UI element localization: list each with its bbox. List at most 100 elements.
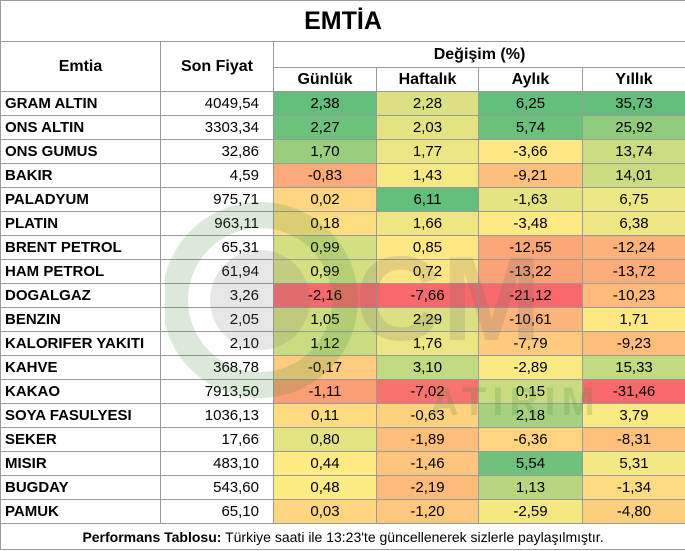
- last-price: 7913,50: [160, 379, 274, 404]
- change-gunluk: 2,27: [273, 115, 377, 140]
- change-yillik: -1,34: [581, 475, 685, 500]
- header-son-fiyat: Son Fiyat: [160, 41, 274, 92]
- change-gunluk: 0,18: [273, 211, 377, 236]
- change-yillik: -31,46: [581, 379, 685, 404]
- last-price: 17,66: [160, 427, 274, 452]
- change-gunluk: 0,03: [273, 499, 377, 524]
- table-row: BAKIR 4,59 -0,83 1,43 -9,21 14,01: [0, 163, 685, 188]
- commodity-name: DOGALGAZ: [0, 283, 161, 308]
- change-aylik: -7,79: [478, 331, 583, 356]
- change-gunluk: 0,11: [273, 403, 377, 428]
- change-aylik: -6,36: [478, 427, 583, 452]
- commodity-name: PLATIN: [0, 211, 161, 236]
- commodity-name: SEKER: [0, 427, 161, 452]
- change-aylik: -3,66: [478, 139, 583, 164]
- table-row: ONS ALTIN 3303,34 2,27 2,03 5,74 25,92: [0, 115, 685, 140]
- change-yillik: 14,01: [581, 163, 685, 188]
- change-yillik: 15,33: [581, 355, 685, 380]
- commodity-name: PALADYUM: [0, 187, 161, 212]
- last-price: 2,05: [160, 307, 274, 332]
- change-yillik: 35,73: [581, 91, 685, 116]
- last-price: 963,11: [160, 211, 274, 236]
- table-row: PLATIN 963,11 0,18 1,66 -3,48 6,38: [0, 211, 685, 236]
- commodity-name: BENZIN: [0, 307, 161, 332]
- header-gunluk: Günlük: [273, 67, 377, 92]
- last-price: 483,10: [160, 451, 274, 476]
- change-gunluk: -0,83: [273, 163, 377, 188]
- change-aylik: 6,25: [478, 91, 583, 116]
- header-aylik: Aylık: [478, 67, 583, 92]
- commodity-name: GRAM ALTIN: [0, 91, 161, 116]
- change-haftalik: 2,28: [376, 91, 479, 116]
- change-yillik: 3,79: [581, 403, 685, 428]
- table-row: HAM PETROL 61,94 0,99 0,72 -13,22 -13,72: [0, 259, 685, 284]
- change-yillik: -9,23: [581, 331, 685, 356]
- commodity-name: KAHVE: [0, 355, 161, 380]
- change-haftalik: -1,20: [376, 499, 479, 524]
- change-aylik: 5,54: [478, 451, 583, 476]
- table-row: GRAM ALTIN 4049,54 2,38 2,28 6,25 35,73: [0, 91, 685, 116]
- table-row: KAKAO 7913,50 -1,11 -7,02 0,15 -31,46: [0, 379, 685, 404]
- change-yillik: -12,24: [581, 235, 685, 260]
- last-price: 2,10: [160, 331, 274, 356]
- commodity-name: MISIR: [0, 451, 161, 476]
- commodity-name: BUGDAY: [0, 475, 161, 500]
- commodity-name: ONS GUMUS: [0, 139, 161, 164]
- change-gunluk: 0,02: [273, 187, 377, 212]
- table-row: KALORIFER YAKITI 2,10 1,12 1,76 -7,79 -9,23: [0, 331, 685, 356]
- commodity-name: KALORIFER YAKITI: [0, 331, 161, 356]
- change-gunluk: 0,99: [273, 259, 377, 284]
- change-haftalik: 1,77: [376, 139, 479, 164]
- table-row: MISIR 483,10 0,44 -1,46 5,54 5,31: [0, 451, 685, 476]
- change-yillik: -8,31: [581, 427, 685, 452]
- last-price: 65,10: [160, 499, 274, 524]
- table-row: PALADYUM 975,71 0,02 6,11 -1,63 6,75: [0, 187, 685, 212]
- header-emtia: Emtia: [0, 41, 161, 92]
- table-title: EMTİA: [0, 0, 685, 42]
- change-haftalik: 1,66: [376, 211, 479, 236]
- last-price: 3303,34: [160, 115, 274, 140]
- change-aylik: 0,15: [478, 379, 583, 404]
- change-haftalik: 0,85: [376, 235, 479, 260]
- change-haftalik: 6,11: [376, 187, 479, 212]
- change-yillik: 13,74: [581, 139, 685, 164]
- table-row: BRENT PETROL 65,31 0,99 0,85 -12,55 -12,24: [0, 235, 685, 260]
- change-gunluk: -1,11: [273, 379, 377, 404]
- table-row: PAMUK 65,10 0,03 -1,20 -2,59 -4,80: [0, 499, 685, 524]
- change-aylik: -12,55: [478, 235, 583, 260]
- commodity-name: SOYA FASULYESI: [0, 403, 161, 428]
- change-haftalik: 2,29: [376, 307, 479, 332]
- change-gunluk: -2,16: [273, 283, 377, 308]
- header-yillik: Yıllık: [581, 67, 685, 92]
- change-gunluk: 0,80: [273, 427, 377, 452]
- change-aylik: -13,22: [478, 259, 583, 284]
- change-gunluk: 0,99: [273, 235, 377, 260]
- change-gunluk: 2,38: [273, 91, 377, 116]
- change-haftalik: 2,03: [376, 115, 479, 140]
- change-aylik: 2,18: [478, 403, 583, 428]
- last-price: 3,26: [160, 283, 274, 308]
- change-yillik: -10,23: [581, 283, 685, 308]
- commodity-name: BRENT PETROL: [0, 235, 161, 260]
- last-price: 543,60: [160, 475, 274, 500]
- change-yillik: 25,92: [581, 115, 685, 140]
- change-aylik: 1,13: [478, 475, 583, 500]
- change-haftalik: 3,10: [376, 355, 479, 380]
- last-price: 975,71: [160, 187, 274, 212]
- change-aylik: -21,12: [478, 283, 583, 308]
- header-haftalik: Haftalık: [376, 67, 479, 92]
- change-yillik: -13,72: [581, 259, 685, 284]
- last-price: 1036,13: [160, 403, 274, 428]
- change-yillik: 6,75: [581, 187, 685, 212]
- header-degisim: Değişim (%): [272, 41, 685, 68]
- change-aylik: -1,63: [478, 187, 583, 212]
- last-price: 32,86: [160, 139, 274, 164]
- change-gunluk: 1,05: [273, 307, 377, 332]
- change-gunluk: 0,48: [273, 475, 377, 500]
- change-yillik: -4,80: [581, 499, 685, 524]
- table-row: SEKER 17,66 0,80 -1,89 -6,36 -8,31: [0, 427, 685, 452]
- change-aylik: 5,74: [478, 115, 583, 140]
- table-row: BENZIN 2,05 1,05 2,29 -10,61 1,71: [0, 307, 685, 332]
